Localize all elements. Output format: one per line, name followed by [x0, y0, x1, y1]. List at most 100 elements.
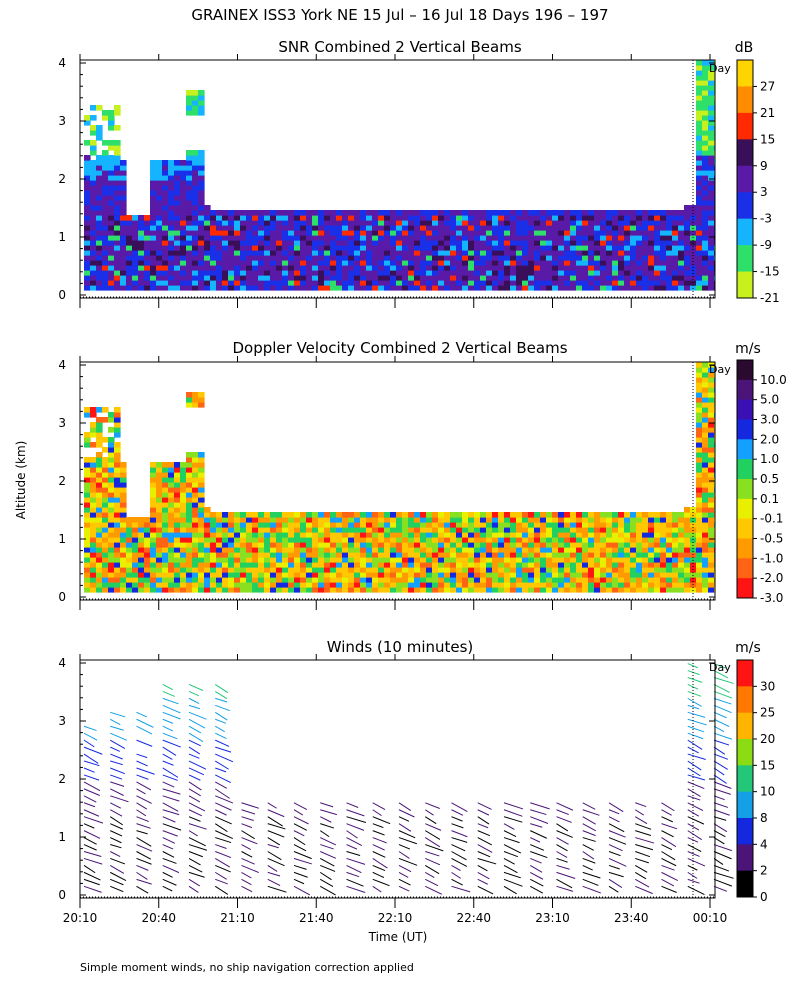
wind-barb [687, 670, 700, 676]
heatmap-cell [192, 527, 199, 533]
heatmap-cell [696, 70, 703, 76]
heatmap-cell [450, 220, 457, 226]
x-tick-label: 20:10 [63, 911, 98, 925]
heatmap-cell [84, 260, 91, 266]
heatmap-cell [618, 220, 625, 226]
wind-barb [687, 767, 701, 777]
heatmap-cell [192, 210, 199, 216]
heatmap-cell [114, 472, 121, 478]
heatmap-cell [108, 125, 115, 131]
heatmap-cell [228, 562, 235, 568]
heatmap-cell [654, 587, 661, 593]
heatmap-cell [336, 260, 343, 266]
heatmap-cell [678, 577, 685, 583]
wind-barb [477, 809, 490, 816]
wind-barb [635, 837, 655, 844]
heatmap-cell [150, 562, 157, 568]
colorbar-label: -3 [760, 212, 772, 226]
heatmap-cell [504, 542, 511, 548]
heatmap-cell [642, 512, 649, 518]
heatmap-cell [690, 230, 697, 236]
heatmap-cell [534, 275, 541, 281]
heatmap-cell [672, 567, 679, 573]
heatmap-cell [630, 572, 637, 578]
heatmap-cell [156, 542, 163, 548]
heatmap-cell [702, 255, 709, 261]
heatmap-cell [570, 572, 577, 578]
heatmap-cell [582, 260, 589, 266]
heatmap-cell [108, 230, 115, 236]
heatmap-cell [414, 210, 421, 216]
heatmap-cell [138, 567, 145, 573]
heatmap-cell [114, 235, 121, 241]
heatmap-cell [390, 527, 397, 533]
heatmap-cell [636, 532, 643, 538]
heatmap-cell [276, 275, 283, 281]
heatmap-cell [300, 522, 307, 528]
heatmap-cell [312, 240, 319, 246]
heatmap-cell [456, 210, 463, 216]
heatmap-cell [216, 235, 223, 241]
wind-barb [503, 837, 520, 844]
heatmap-cell [198, 275, 205, 281]
heatmap-cell [504, 220, 511, 226]
heatmap-cell [240, 255, 247, 261]
doppler-day-marker: Day [709, 363, 731, 376]
heatmap-cell [114, 220, 121, 226]
heatmap-cell [648, 562, 655, 568]
heatmap-cell [426, 220, 433, 226]
heatmap-cell [90, 477, 97, 483]
heatmap-cell [552, 517, 559, 523]
heatmap-cell [324, 250, 331, 256]
heatmap-cell [660, 285, 667, 291]
heatmap-cell [156, 170, 163, 176]
wind-barb [372, 885, 382, 893]
heatmap-cell [522, 577, 529, 583]
heatmap-cell [708, 387, 715, 393]
heatmap-cell [474, 527, 481, 533]
heatmap-cell [414, 240, 421, 246]
wind-barb [110, 746, 121, 752]
heatmap-cell [102, 285, 109, 291]
heatmap-cell [90, 185, 97, 191]
heatmap-cell [414, 532, 421, 538]
wind-barb [136, 830, 148, 835]
heatmap-cell [684, 587, 691, 593]
heatmap-cell [624, 280, 631, 286]
heatmap-cell [696, 557, 703, 563]
heatmap-cell [570, 532, 577, 538]
heatmap-cell [252, 280, 259, 286]
heatmap-cell [114, 250, 121, 256]
heatmap-cell [576, 225, 583, 231]
heatmap-cell [546, 527, 553, 533]
heatmap-cell [234, 280, 241, 286]
heatmap-cell [84, 492, 91, 498]
heatmap-cell [282, 235, 289, 241]
colorbar-frame [736, 59, 754, 299]
heatmap-cell [114, 412, 121, 418]
heatmap-cell [570, 537, 577, 543]
heatmap-cell [138, 230, 145, 236]
heatmap-cell [324, 265, 331, 271]
heatmap-cell [630, 552, 637, 558]
wind-barb [530, 844, 545, 851]
heatmap-cell [708, 482, 715, 488]
heatmap-cell [126, 562, 133, 568]
heatmap-cell [192, 547, 199, 553]
heatmap-cell [228, 255, 235, 261]
heatmap-cell [168, 250, 175, 256]
heatmap-cell [270, 240, 277, 246]
heatmap-cell [186, 452, 193, 458]
heatmap-cell [618, 285, 625, 291]
heatmap-cell [276, 522, 283, 528]
heatmap-cell [102, 437, 109, 443]
heatmap-cell [708, 150, 715, 156]
heatmap-cell [174, 492, 181, 498]
heatmap-cell [516, 210, 523, 216]
heatmap-cell [462, 230, 469, 236]
heatmap-cell [96, 512, 103, 518]
heatmap-cell [90, 165, 97, 171]
heatmap-cell [510, 230, 517, 236]
heatmap-cell [516, 517, 523, 523]
heatmap-cell [180, 482, 187, 488]
